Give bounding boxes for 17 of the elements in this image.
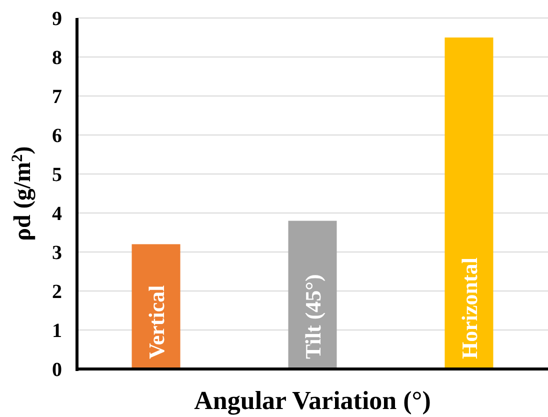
y-tick-label: 0 [52, 359, 62, 381]
y-tick-label: 7 [52, 86, 62, 108]
y-tick-label: 4 [52, 203, 62, 225]
y-tick-label: 8 [52, 47, 62, 69]
y-tick-label: 1 [52, 320, 62, 342]
x-tick-label: Horizontal [456, 258, 482, 359]
bar [444, 38, 494, 369]
y-tick-label: 2 [52, 281, 62, 303]
y-tick-label: 3 [52, 242, 62, 264]
bar [288, 220, 337, 369]
bar [132, 244, 180, 369]
x-tick-label: Tilt (45°) [300, 274, 326, 359]
x-tick-label: Vertical [144, 285, 170, 359]
y-tick-label: 9 [52, 8, 62, 30]
x-axis-title: Angular Variation (°) [194, 386, 431, 415]
y-tick-label: 5 [52, 164, 62, 186]
y-tick-label: 6 [52, 125, 62, 147]
